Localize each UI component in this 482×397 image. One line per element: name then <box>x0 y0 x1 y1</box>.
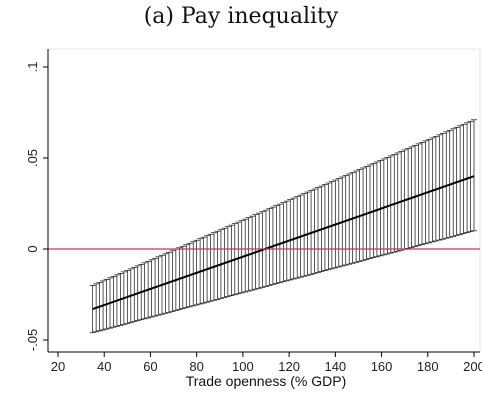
axes <box>47 49 480 353</box>
x-tick-label: 140 <box>324 359 346 374</box>
y-tick-label: .1 <box>25 62 40 73</box>
plot-border <box>48 48 481 352</box>
x-tick-label: 40 <box>97 359 111 374</box>
x-tick-label: 160 <box>371 359 393 374</box>
x-tick-label: 60 <box>143 359 157 374</box>
x-tick-label: 180 <box>417 359 439 374</box>
x-tick-label: 100 <box>232 359 254 374</box>
y-tick-label: -.05 <box>25 329 40 351</box>
x-axis-title: Trade openness (% GDP) <box>186 373 347 389</box>
y-tick-label: 0 <box>25 245 40 252</box>
x-tick-label: 20 <box>51 359 65 374</box>
y-axis: -.05 0 .05 .1 <box>25 62 48 351</box>
confidence-interval-bars <box>89 119 477 334</box>
y-tick-label: .05 <box>25 149 40 167</box>
x-tick-label: 120 <box>278 359 300 374</box>
x-axis: 20 40 60 80 100 120 140 160 180 200 <box>51 352 482 374</box>
x-tick-label: 80 <box>189 359 203 374</box>
chart-title: (a) Pay inequality <box>143 4 339 29</box>
x-tick-label: 200 <box>463 359 482 374</box>
point-estimate-line <box>92 175 475 311</box>
